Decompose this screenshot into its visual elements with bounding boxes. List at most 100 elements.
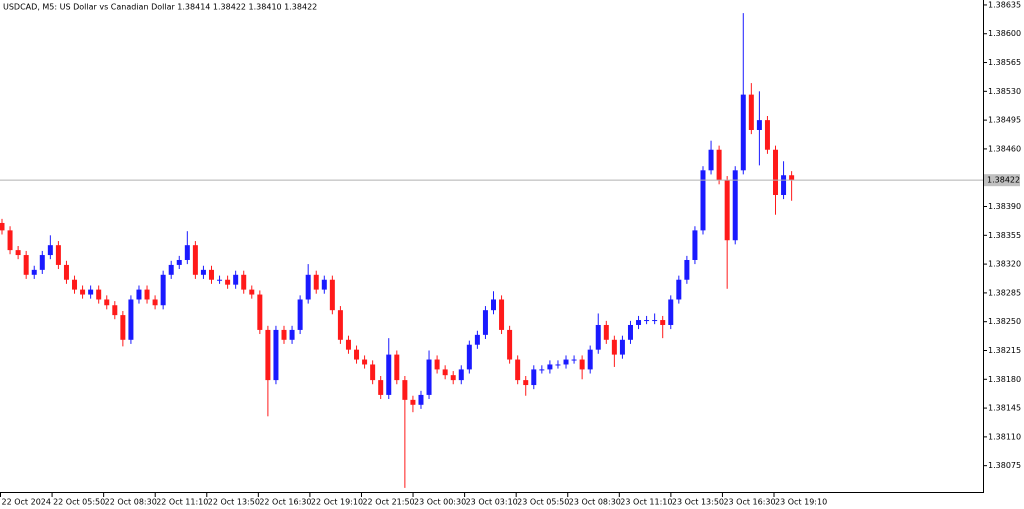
candle-body — [184, 245, 190, 260]
candle-body — [394, 354, 400, 381]
candle-body — [764, 120, 770, 150]
candle-body — [499, 299, 505, 330]
candle-body — [23, 255, 29, 275]
candle-body — [386, 354, 392, 395]
candle-body — [370, 364, 376, 381]
candle-body — [241, 274, 247, 290]
candle-body — [345, 339, 351, 350]
y-tick-label: 1.38110 — [988, 432, 1021, 441]
candle-body — [88, 289, 94, 295]
candle-body — [112, 305, 118, 316]
candle-body — [15, 250, 21, 256]
candle-body — [700, 170, 706, 231]
candle-body — [7, 230, 13, 251]
candle-body — [80, 289, 86, 295]
candle-body — [732, 170, 738, 241]
candle-body — [603, 324, 609, 340]
candle-body — [595, 324, 601, 350]
x-tick-label: 23 Oct 19:10 — [775, 498, 827, 507]
candle-body — [756, 120, 762, 130]
candle-body — [652, 320, 658, 322]
candle-body — [321, 279, 327, 290]
y-tick-label: 1.38285 — [988, 288, 1021, 297]
candle-body — [531, 369, 537, 386]
candle-body — [692, 230, 698, 260]
candle-body — [378, 380, 384, 395]
x-tick-label: 23 Oct 08:30 — [569, 498, 621, 507]
candle-body — [555, 364, 561, 366]
x-tick-label: 22 Oct 08:30 — [105, 498, 157, 507]
candle-body — [450, 375, 456, 381]
candle-body — [120, 315, 126, 340]
candle-body — [72, 279, 78, 290]
candle-body — [354, 349, 360, 360]
candle-body — [547, 364, 553, 370]
x-tick-label: 22 Oct 21:50 — [362, 498, 414, 507]
candle-body — [579, 359, 585, 370]
x-tick-label: 22 Oct 05:50 — [53, 498, 105, 507]
candle-body — [337, 310, 343, 340]
candle-body — [668, 299, 674, 325]
current-price-label: 1.38422 — [987, 176, 1020, 185]
x-tick-label: 23 Oct 16:30 — [723, 498, 775, 507]
candle-body — [410, 399, 416, 405]
x-tick-label: 23 Oct 05:50 — [517, 498, 569, 507]
candle-body — [418, 394, 424, 405]
candle-body — [63, 264, 69, 280]
candle-body — [136, 289, 142, 300]
candle-body — [507, 329, 513, 360]
candle-body — [362, 359, 368, 365]
x-tick-label: 22 Oct 16:30 — [259, 498, 311, 507]
candle-body — [0, 222, 5, 231]
y-tick-label: 1.38145 — [988, 404, 1021, 413]
y-tick-label: 1.38565 — [988, 58, 1021, 67]
candle-body — [47, 245, 53, 256]
candle-body — [160, 274, 166, 306]
x-tick-label: 22 Oct 2024 — [2, 498, 51, 507]
candle-body — [305, 274, 311, 300]
x-tick-label: 23 Oct 13:50 — [672, 498, 724, 507]
y-tick-label: 1.38250 — [988, 317, 1021, 326]
candle-body — [152, 299, 158, 306]
candle-body — [708, 149, 714, 171]
candle-body — [740, 94, 746, 171]
candle-body — [627, 324, 633, 340]
x-tick-label: 23 Oct 11:10 — [620, 498, 672, 507]
x-tick-label: 22 Oct 11:10 — [156, 498, 208, 507]
candle-body — [515, 359, 521, 381]
candle-body — [176, 259, 182, 265]
candle-body — [313, 274, 319, 290]
candle-body — [716, 149, 722, 181]
candle-body — [724, 180, 730, 241]
candle-body — [192, 245, 198, 275]
candle-body — [217, 279, 223, 281]
candle-body — [587, 349, 593, 370]
candle-body — [466, 344, 472, 370]
candle-body — [402, 380, 408, 400]
candle-body — [491, 299, 496, 311]
y-tick-label: 1.38390 — [988, 202, 1021, 211]
candle-body — [200, 269, 206, 275]
candle-body — [233, 274, 239, 285]
candle-body — [773, 149, 779, 195]
y-tick-label: 1.38635 — [988, 0, 1021, 9]
candle-body — [660, 320, 666, 325]
y-tick-label: 1.38355 — [988, 231, 1021, 240]
candle-body — [39, 255, 45, 270]
candle-body — [789, 175, 795, 181]
candle-body — [474, 334, 480, 345]
candle-body — [225, 279, 231, 285]
x-tick-label: 23 Oct 03:10 — [466, 498, 518, 507]
y-tick-label: 1.38600 — [988, 29, 1021, 38]
candle-body — [104, 299, 110, 306]
y-tick-label: 1.38320 — [988, 260, 1021, 269]
candle-body — [748, 94, 754, 130]
candle-body — [249, 289, 255, 295]
y-tick-label: 1.38460 — [988, 144, 1021, 153]
candle-body — [281, 329, 287, 340]
candle-body — [426, 359, 432, 395]
candle-body — [482, 310, 488, 335]
x-tick-label: 22 Oct 19:10 — [311, 498, 363, 507]
candle-body — [434, 359, 440, 370]
